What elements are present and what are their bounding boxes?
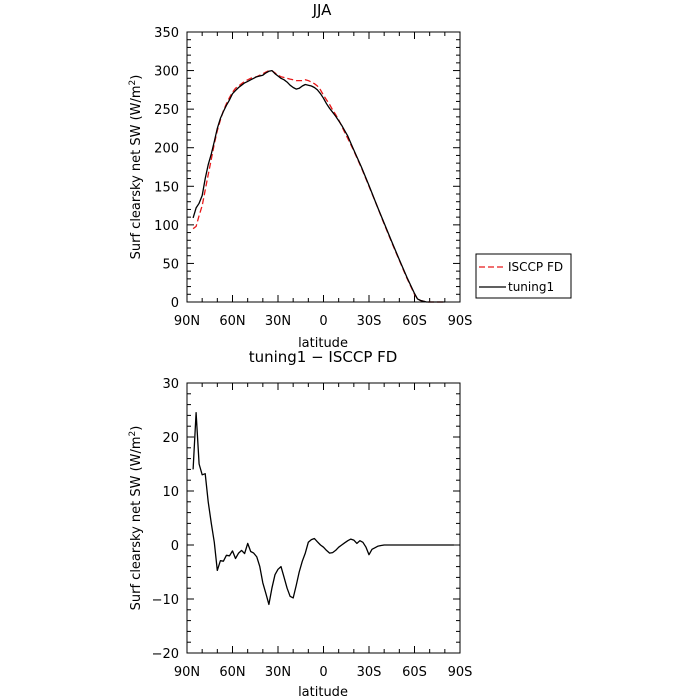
x-tick-label: 0 [319,665,327,680]
x-tick-label: 30N [265,665,291,680]
x-tick-label: 90N [174,665,200,680]
bottom-panel-title: tuning1 − ISCCP FD [249,348,398,366]
series-line-tuning1 [192,69,445,303]
top-series-lines [192,69,445,303]
x-tick-label: 0 [319,314,327,329]
x-tick-label: 60N [219,314,245,329]
top-x-axis-title: latitude [298,336,348,351]
y-tick-label: 100 [154,219,179,234]
x-tick-label: 90S [448,314,473,329]
series-line-difference [192,412,454,606]
bottom-panel: tuning1 − ISCCP FD −20 −10 0 10 20 30 90N 60N 3… [128,348,472,700]
y-tick-label: −20 [152,647,179,662]
bottom-plot-frame [186,382,461,654]
y-tick-label: 30 [162,377,179,392]
y-tick-label: 200 [154,142,179,157]
x-tick-label: 30S [357,665,382,680]
top-panel: JJA 0 50 100 150 200 250 300 350 90N 60N 30N 0 30S 6… [128,1,572,351]
legend-label-isccp: ISCCP FD [508,260,563,274]
bottom-y-axis-title: Surf clearsky net SW (W/m2) [128,426,144,611]
top-plot-frame [186,31,461,303]
legend-label-tuning1: tuning1 [508,280,554,294]
y-tick-label: 350 [154,26,179,41]
top-panel-title: JJA [312,1,333,19]
series-line-isccp-fd [192,69,445,303]
x-tick-label: 60N [219,665,245,680]
bottom-axis-ticks [186,382,461,654]
y-tick-label: 0 [171,296,179,311]
y-tick-label: 20 [162,431,179,446]
y-tick-label: 150 [154,180,179,195]
x-tick-label: 60S [402,665,427,680]
x-tick-label: 30N [265,314,291,329]
legend: ISCCP FD tuning1 [475,253,572,299]
y-tick-label: 0 [171,539,179,554]
bottom-x-tick-labels: 90N 60N 30N 0 30S 60S 90S [174,665,473,680]
top-x-tick-labels: 90N 60N 30N 0 30S 60S 90S [174,314,473,329]
bottom-y-tick-labels: −20 −10 0 10 20 30 [152,377,179,662]
y-tick-label: 300 [154,65,179,80]
y-tick-label: −10 [152,593,179,608]
top-axis-ticks [186,31,461,303]
top-y-tick-labels: 0 50 100 150 200 250 300 350 [154,26,179,311]
x-tick-label: 30S [357,314,382,329]
y-tick-label: 10 [162,485,179,500]
x-tick-label: 90S [448,665,473,680]
legend-box [475,253,572,299]
x-tick-label: 60S [402,314,427,329]
x-tick-label: 90N [174,314,200,329]
bottom-series-lines [192,412,454,606]
y-tick-label: 250 [154,103,179,118]
bottom-x-axis-title: latitude [298,685,348,700]
y-tick-label: 50 [162,257,179,272]
top-y-axis-title: Surf clearsky net SW (W/m2) [128,75,144,260]
